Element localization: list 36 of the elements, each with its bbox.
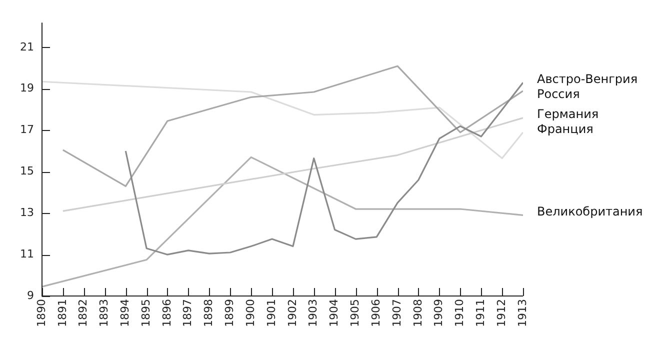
x-tick-label: 1912 [494, 299, 508, 328]
series-label: Германия [537, 107, 599, 122]
x-tick-label: 1908 [411, 299, 424, 328]
series-label: Франция [537, 122, 594, 136]
x-tick-label: 1891 [56, 299, 69, 328]
x-tick-label: 1900 [244, 299, 257, 328]
x-tick-label: 1913 [516, 299, 529, 328]
y-tick-label: 17 [20, 123, 34, 136]
series-label: Россия [537, 86, 580, 101]
x-tick-label: 1899 [223, 299, 236, 328]
x-tick-label: 1895 [139, 299, 152, 328]
x-tick-label: 1906 [369, 299, 382, 328]
x-tick-label: 1892 [76, 299, 90, 328]
y-tick-label: 15 [20, 164, 34, 178]
series-label: Великобритания [537, 204, 643, 218]
x-tick-label: 1905 [348, 299, 362, 328]
x-tick-label: 1907 [390, 299, 404, 328]
y-tick-label: 21 [20, 40, 34, 54]
x-tick-label: 1903 [306, 299, 320, 328]
y-tick-label: 11 [20, 247, 34, 260]
x-tick-label: 1902 [286, 299, 299, 328]
x-tick-label: 1896 [160, 299, 174, 328]
x-tick-label: 1901 [264, 299, 278, 328]
y-tick-label: 19 [20, 82, 34, 95]
x-tick-label: 1893 [98, 299, 111, 328]
x-tick-label: 1911 [474, 299, 488, 328]
y-tick-label: 9 [26, 288, 34, 302]
x-tick-label: 1910 [453, 299, 466, 328]
x-tick-label: 1890 [34, 299, 48, 328]
x-tick-label: 1897 [181, 299, 194, 328]
x-tick-label: 1898 [202, 299, 216, 328]
y-tick-label: 13 [20, 206, 34, 220]
x-tick-label: 1904 [328, 299, 341, 328]
x-tick-label: 1894 [118, 299, 132, 328]
series-label: Австро-Венгрия [537, 72, 638, 86]
x-tick-label: 1909 [432, 299, 446, 328]
